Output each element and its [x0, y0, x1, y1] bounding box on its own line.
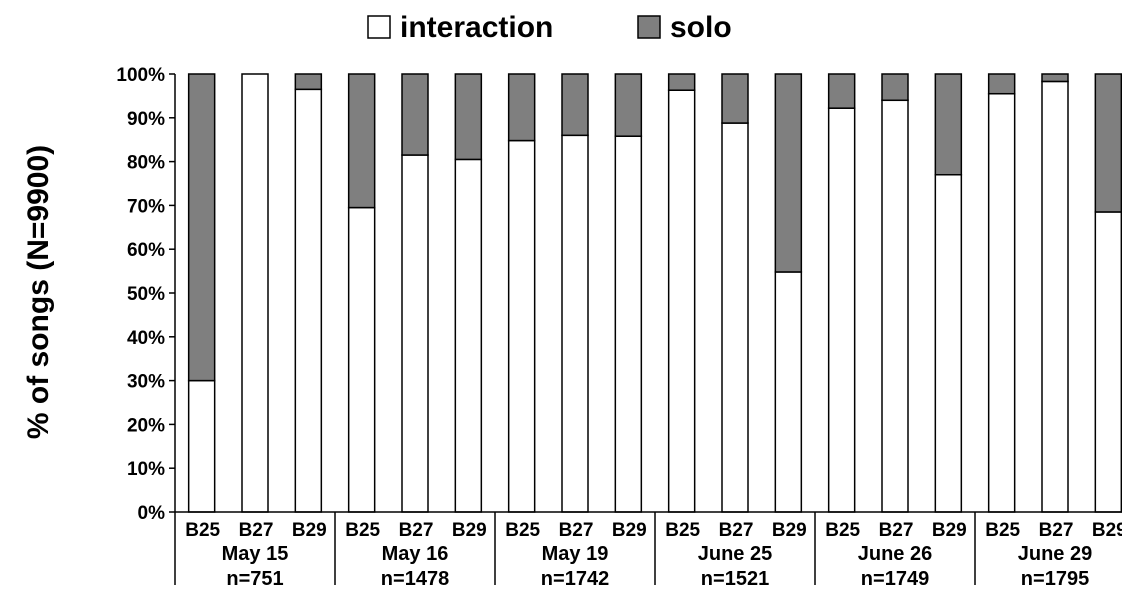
legend-label-interaction: interaction [400, 11, 553, 44]
group-date-label: June 25 [698, 543, 772, 565]
x-category-label: B29 [772, 520, 807, 541]
bar-interaction [294, 88, 323, 513]
bar-solo [774, 73, 803, 273]
bar-solo [454, 73, 483, 161]
bar-solo [401, 73, 429, 156]
y-axis-label: % of songs (N=9900) [22, 145, 55, 439]
group-date-label: May 19 [542, 543, 609, 565]
bar-interaction [454, 158, 483, 513]
bar-interaction [561, 134, 589, 513]
y-tick-label: 90% [127, 109, 165, 130]
bar-interaction [614, 135, 643, 513]
legend-label-solo: solo [670, 11, 732, 44]
y-axis: 0% 10% 20% 30% 40% 50% 60% 70% 80% 90% 100% [116, 65, 176, 524]
bar-solo [187, 73, 216, 382]
y-tick-label: 0% [138, 503, 166, 524]
y-tick-label: 40% [127, 328, 165, 349]
bar-interaction [347, 206, 376, 513]
group-count-label: n=1742 [541, 568, 609, 590]
x-category-label: B29 [452, 520, 487, 541]
x-category-label: B25 [505, 520, 540, 541]
bar-solo [827, 73, 856, 109]
x-category-label: B27 [719, 520, 754, 541]
bar-solo [1041, 73, 1069, 83]
bar-interaction [187, 379, 216, 513]
y-tick-label: 20% [127, 415, 165, 436]
bar-interaction [987, 92, 1016, 513]
x-category-label: B27 [879, 520, 914, 541]
bar-interaction [774, 271, 803, 513]
y-tick-label: 80% [127, 153, 165, 174]
x-category-label: B27 [1039, 520, 1074, 541]
bar-interaction [1041, 80, 1069, 513]
group-date-label: May 16 [382, 543, 449, 565]
y-tick-label: 100% [116, 65, 165, 86]
x-category-label: B25 [665, 520, 700, 541]
y-tick-label: 60% [127, 240, 165, 261]
bar-solo [667, 73, 696, 91]
bar-interaction [401, 154, 429, 513]
x-category-label: B27 [399, 520, 434, 541]
group-count-label: n=751 [226, 568, 283, 590]
x-category-label: B29 [1092, 520, 1122, 541]
bar-interaction [1094, 211, 1122, 513]
bars [187, 73, 1122, 513]
bar-interaction [507, 139, 536, 513]
x-category-label: B29 [932, 520, 967, 541]
group-count-label: n=1749 [861, 568, 929, 590]
y-tick-label: 30% [127, 372, 165, 393]
x-category-label: B25 [345, 520, 380, 541]
y-tick-label: 10% [127, 459, 165, 480]
bar-interaction [667, 89, 696, 513]
bar-interaction [721, 122, 749, 513]
bar-solo [347, 73, 376, 209]
bar-interaction [934, 173, 963, 513]
bar-solo [1094, 73, 1122, 213]
group-date-label: June 26 [858, 543, 932, 565]
x-category-label: B29 [612, 520, 647, 541]
bar-solo [294, 73, 323, 91]
group-count-label: n=1478 [381, 568, 449, 590]
bar-interaction [881, 99, 909, 513]
x-category-label: B29 [292, 520, 327, 541]
bar-solo [614, 73, 643, 137]
group-count-label: n=1521 [701, 568, 769, 590]
legend-swatch-solo [637, 15, 661, 39]
x-category-label: B27 [239, 520, 274, 541]
group-date-label: June 29 [1018, 543, 1092, 565]
bar-solo [987, 73, 1016, 95]
y-tick-label: 50% [127, 284, 165, 305]
x-category-label: B27 [559, 520, 594, 541]
y-tick-label: 70% [127, 196, 165, 217]
bar-solo [934, 73, 963, 176]
bar-interaction [827, 107, 856, 513]
bar-solo [721, 73, 749, 124]
group-count-label: n=1795 [1021, 568, 1089, 590]
group-date-label: May 15 [222, 543, 289, 565]
x-category-label: B25 [185, 520, 220, 541]
bar-solo [881, 73, 909, 102]
x-category-label: B25 [825, 520, 860, 541]
bar-solo [561, 73, 589, 137]
legend: interaction solo [367, 11, 732, 44]
bar-interaction [241, 73, 269, 513]
legend-swatch-interaction [367, 15, 391, 39]
bar-solo [507, 73, 536, 142]
x-category-label: B25 [985, 520, 1020, 541]
